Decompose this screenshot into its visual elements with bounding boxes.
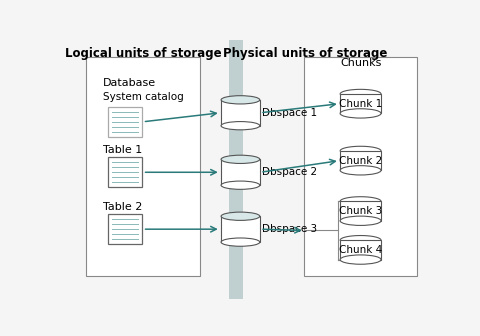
Text: Dbspace 1: Dbspace 1 [262, 108, 317, 118]
Bar [108, 107, 142, 137]
Ellipse shape [221, 155, 260, 164]
Bar [340, 201, 381, 221]
Text: Chunk 4: Chunk 4 [339, 245, 382, 255]
Ellipse shape [221, 96, 260, 104]
Bar [221, 100, 260, 126]
Text: System catalog: System catalog [103, 92, 183, 102]
Text: Database: Database [103, 78, 156, 88]
Text: Chunk 1: Chunk 1 [339, 99, 382, 109]
Ellipse shape [221, 238, 260, 246]
Ellipse shape [221, 181, 260, 190]
Text: Dbspace 3: Dbspace 3 [262, 224, 317, 234]
Text: Chunks: Chunks [340, 58, 381, 69]
Text: Chunk 3: Chunk 3 [339, 206, 382, 216]
Bar [340, 240, 381, 260]
Bar [340, 151, 381, 170]
Bar [221, 159, 260, 185]
Bar [108, 157, 142, 187]
Ellipse shape [221, 212, 260, 220]
Bar [304, 57, 417, 276]
Ellipse shape [340, 109, 381, 118]
Bar [229, 40, 243, 299]
Text: Chunk 2: Chunk 2 [339, 156, 382, 166]
Ellipse shape [340, 255, 381, 264]
Bar [86, 57, 200, 276]
Text: Dbspace 2: Dbspace 2 [262, 167, 317, 177]
Ellipse shape [340, 216, 381, 225]
Bar [221, 216, 260, 242]
Bar [108, 214, 142, 244]
Text: Physical units of storage: Physical units of storage [223, 47, 388, 60]
Ellipse shape [221, 122, 260, 130]
Bar [340, 94, 381, 114]
Text: Table 2: Table 2 [103, 202, 142, 212]
Ellipse shape [340, 166, 381, 175]
Text: Table 1: Table 1 [103, 145, 142, 155]
Text: Logical units of storage: Logical units of storage [65, 47, 222, 60]
